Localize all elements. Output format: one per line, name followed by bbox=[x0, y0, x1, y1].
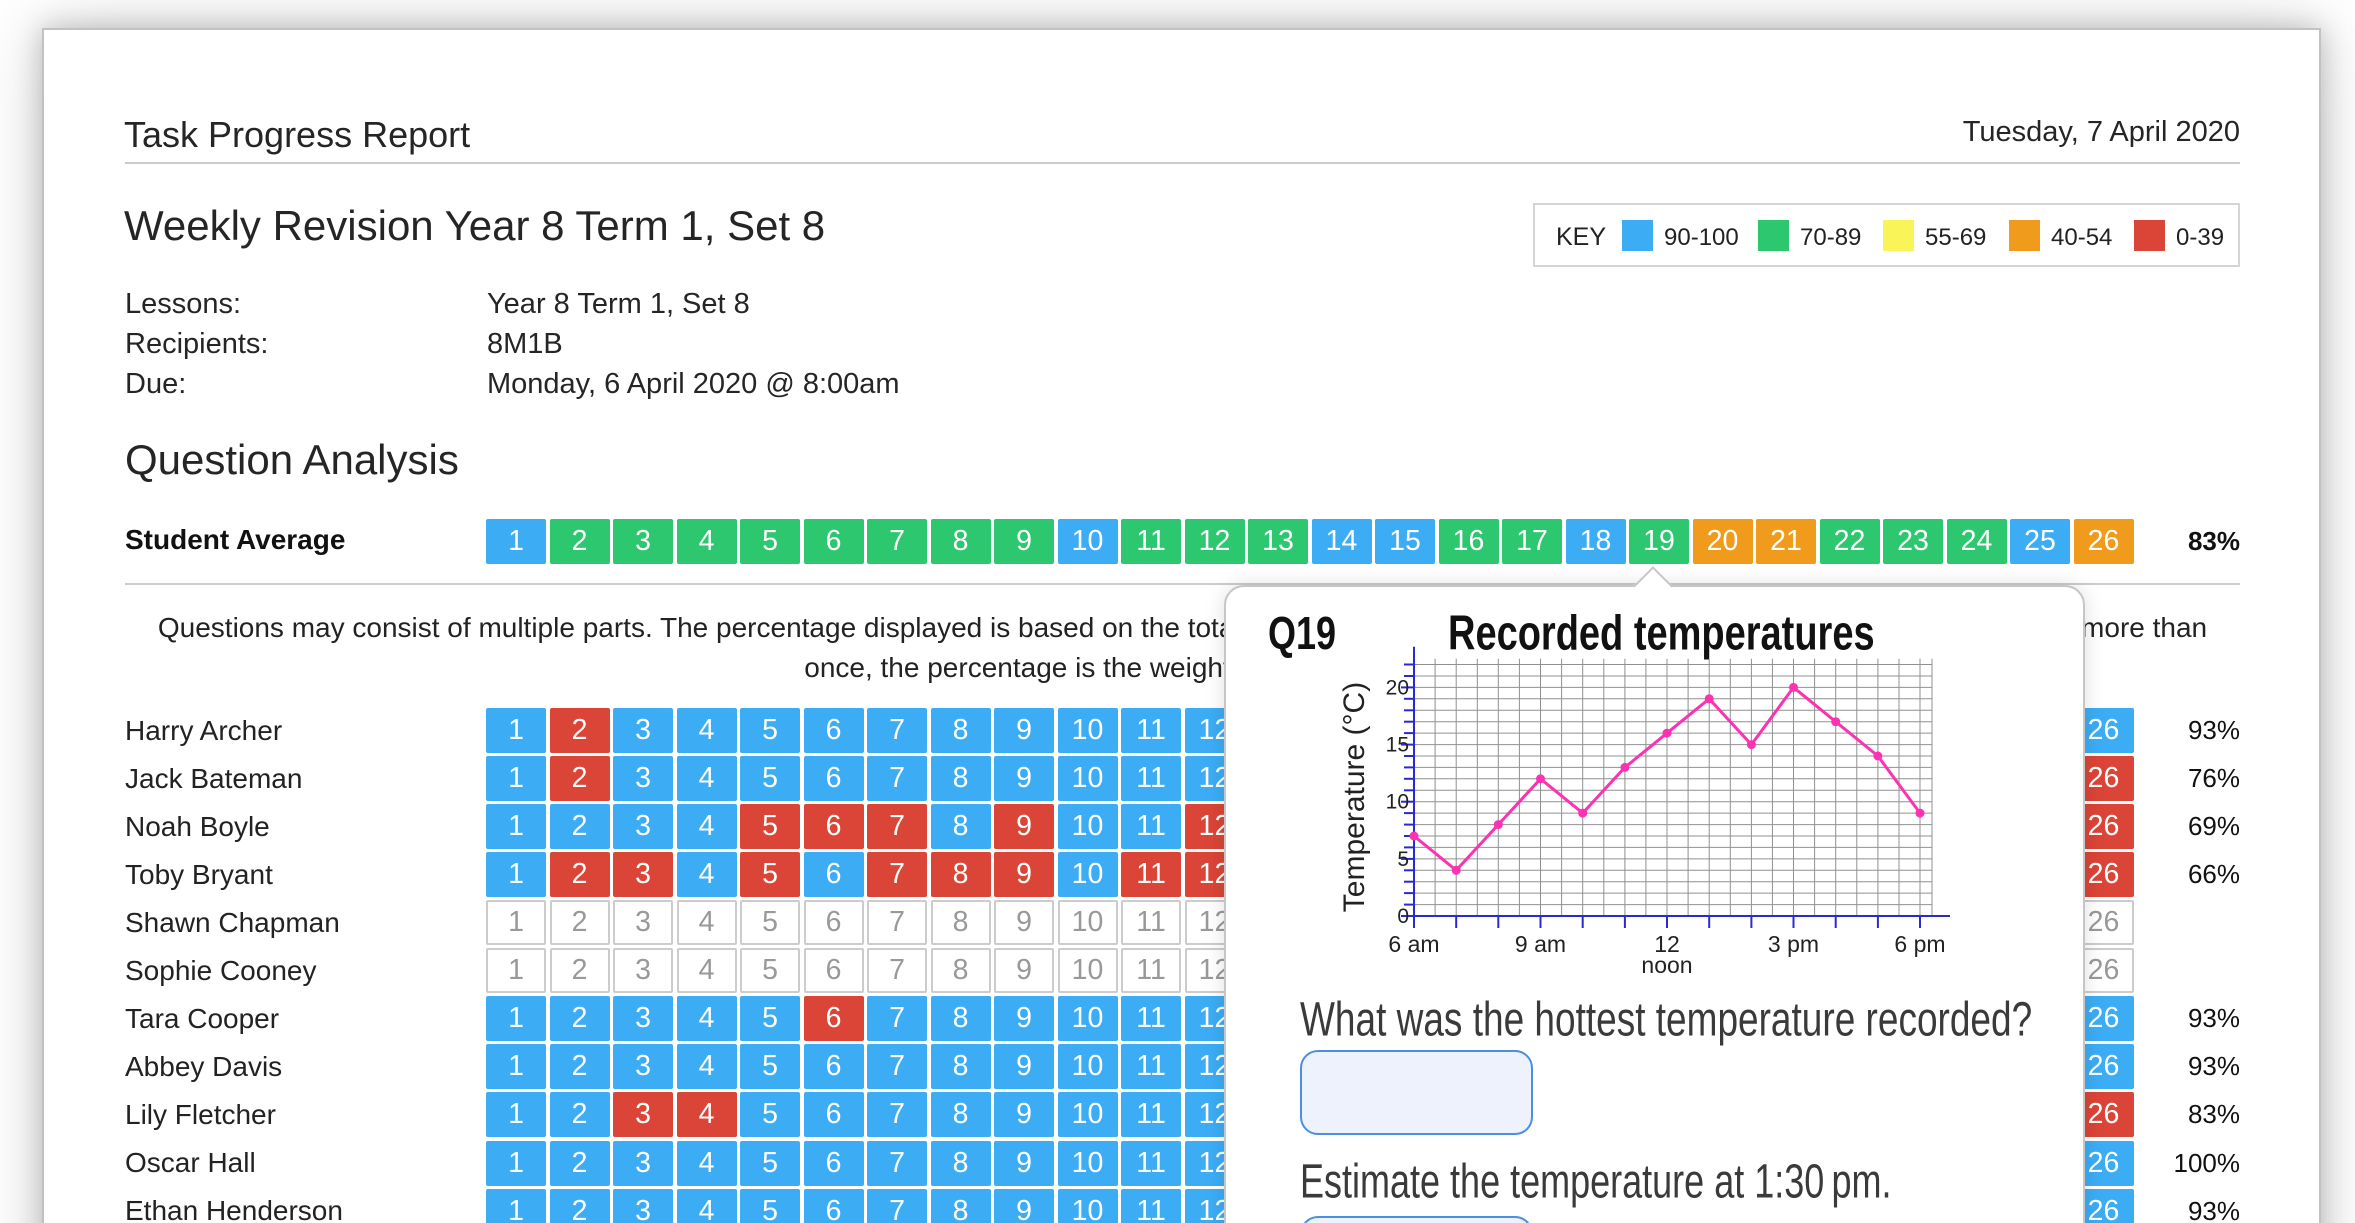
svg-text:Temperature (°C): Temperature (°C) bbox=[1338, 682, 1371, 912]
svg-text:0: 0 bbox=[1397, 905, 1409, 928]
svg-text:5: 5 bbox=[1397, 848, 1409, 871]
svg-text:noon: noon bbox=[1641, 952, 1692, 978]
svg-text:6 pm: 6 pm bbox=[1894, 931, 1945, 957]
svg-text:20: 20 bbox=[1386, 676, 1409, 699]
svg-text:6 am: 6 am bbox=[1388, 931, 1439, 957]
svg-text:3 pm: 3 pm bbox=[1768, 931, 1819, 957]
svg-text:12: 12 bbox=[1654, 931, 1680, 957]
svg-text:15: 15 bbox=[1386, 734, 1409, 757]
svg-text:9 am: 9 am bbox=[1515, 931, 1566, 957]
svg-text:10: 10 bbox=[1386, 791, 1409, 814]
